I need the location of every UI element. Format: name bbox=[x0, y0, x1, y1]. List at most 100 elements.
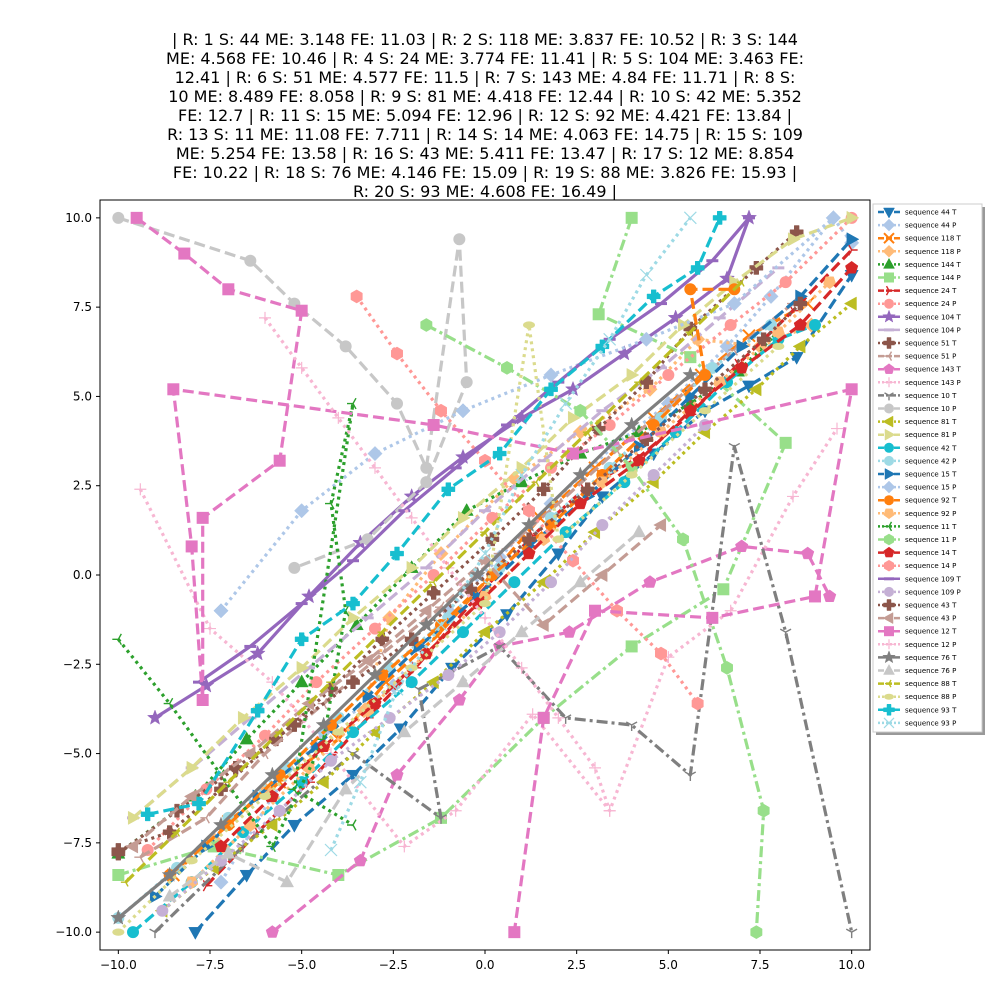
data-point bbox=[721, 660, 733, 675]
series-sequence-12-t bbox=[130, 211, 858, 939]
data-point bbox=[196, 694, 209, 706]
series-sequence-10-p bbox=[112, 211, 473, 574]
data-point bbox=[809, 590, 821, 603]
series-sequence-143-t bbox=[265, 539, 837, 938]
data-point bbox=[567, 410, 581, 425]
series-sequence-93-p bbox=[324, 211, 697, 857]
legend-swatch-marker bbox=[884, 442, 894, 453]
legend-entry: sequence 42 P bbox=[878, 455, 956, 466]
data-point bbox=[294, 503, 310, 519]
data-point bbox=[406, 560, 420, 575]
data-point bbox=[741, 380, 757, 394]
data-point bbox=[212, 816, 230, 832]
y-tick-label: 0.0 bbox=[73, 568, 92, 582]
legend-label: sequence 43 T bbox=[905, 602, 957, 610]
data-point bbox=[288, 783, 298, 796]
data-point bbox=[515, 468, 529, 482]
legend-swatch-marker bbox=[884, 455, 894, 466]
data-point bbox=[296, 660, 310, 675]
legend-swatch-marker bbox=[883, 704, 895, 716]
data-point bbox=[531, 477, 540, 487]
data-point bbox=[295, 361, 308, 374]
y-tick-label: −7.5 bbox=[63, 836, 92, 850]
data-point bbox=[469, 566, 486, 582]
data-point bbox=[845, 260, 859, 274]
data-point bbox=[623, 416, 640, 432]
data-point bbox=[259, 747, 269, 760]
legend-entry: sequence 24 P bbox=[878, 298, 956, 309]
data-point bbox=[603, 804, 616, 817]
series-sequence-10-t bbox=[149, 442, 858, 939]
series-line bbox=[138, 427, 839, 848]
legend-label: sequence 118 T bbox=[905, 235, 962, 243]
data-point bbox=[646, 289, 661, 304]
data-point bbox=[592, 308, 605, 321]
legend-entry: sequence 144 T bbox=[878, 257, 962, 269]
data-point bbox=[603, 419, 616, 431]
data-point bbox=[353, 853, 367, 867]
legend-swatch-marker bbox=[884, 377, 894, 388]
legend-swatch-marker bbox=[884, 468, 896, 480]
data-point bbox=[325, 497, 335, 510]
legend-swatch-marker bbox=[883, 717, 895, 729]
legend-entry: sequence 43 P bbox=[878, 612, 956, 625]
series-sequence-11-p bbox=[420, 318, 770, 940]
legend-label: sequence 104 T bbox=[905, 313, 962, 321]
legend-swatch-marker bbox=[884, 298, 894, 309]
title-line: FE: 10.22 | R: 18 S: 76 ME: 4.146 FE: 15… bbox=[173, 163, 797, 182]
data-point bbox=[125, 839, 139, 854]
data-point bbox=[736, 339, 750, 354]
title-line: 12.41 | R: 6 S: 51 ME: 4.577 FE: 11.5 | … bbox=[175, 68, 796, 87]
data-point bbox=[639, 268, 653, 282]
series-line bbox=[117, 216, 469, 570]
data-point bbox=[492, 446, 507, 461]
data-point bbox=[625, 721, 638, 731]
data-point bbox=[347, 819, 357, 831]
series-line bbox=[198, 216, 751, 684]
y-axis: −10.0 −7.5 −5.0 −2.5 0.0 2.5 5.0 7.5 10.0 bbox=[55, 211, 100, 939]
data-point bbox=[643, 575, 657, 588]
data-point bbox=[326, 677, 335, 687]
title-line: | R: 1 S: 44 ME: 3.148 FE: 11.03 | R: 2 … bbox=[172, 30, 798, 49]
legend-label: sequence 92 T bbox=[905, 497, 957, 505]
legend-entry: sequence 81 P bbox=[878, 428, 956, 441]
legend-label: sequence 144 T bbox=[905, 261, 962, 269]
data-point bbox=[559, 714, 572, 724]
data-point bbox=[522, 546, 536, 560]
legend-swatch-marker bbox=[882, 244, 896, 258]
legend-entry: sequence 12 P bbox=[878, 639, 956, 650]
data-point bbox=[552, 535, 565, 543]
data-point bbox=[535, 617, 549, 633]
legend-label: sequence 51 T bbox=[905, 340, 957, 348]
data-point bbox=[325, 754, 337, 767]
legend-entry: sequence 14 T bbox=[878, 546, 957, 558]
legend-entry: sequence 11 P bbox=[878, 533, 956, 546]
data-point bbox=[543, 367, 559, 383]
data-point bbox=[479, 599, 491, 608]
data-point bbox=[544, 382, 558, 397]
x-tick-label: −10.0 bbox=[100, 958, 137, 972]
data-point bbox=[683, 211, 697, 225]
data-point bbox=[435, 814, 447, 824]
data-point bbox=[250, 703, 265, 718]
legend-entry: sequence 44 P bbox=[878, 218, 956, 232]
data-point bbox=[167, 383, 180, 396]
data-point bbox=[846, 232, 860, 247]
y-tick-label: 5.0 bbox=[73, 389, 92, 403]
data-point bbox=[631, 524, 647, 538]
data-point bbox=[228, 761, 243, 775]
data-point bbox=[266, 840, 276, 853]
data-point bbox=[366, 666, 384, 682]
data-point bbox=[514, 624, 529, 638]
data-point bbox=[391, 346, 403, 361]
legend-entry: sequence 76 P bbox=[878, 663, 956, 675]
data-point bbox=[478, 547, 492, 560]
series-sequence-109-p bbox=[156, 419, 711, 917]
data-point bbox=[626, 367, 640, 383]
legend-entry: sequence 109 T bbox=[878, 575, 962, 583]
legend-entry: sequence 24 T bbox=[878, 285, 957, 296]
data-point bbox=[634, 377, 643, 387]
legend-swatch-marker bbox=[883, 663, 895, 675]
data-point bbox=[712, 211, 727, 225]
data-point bbox=[185, 540, 198, 553]
